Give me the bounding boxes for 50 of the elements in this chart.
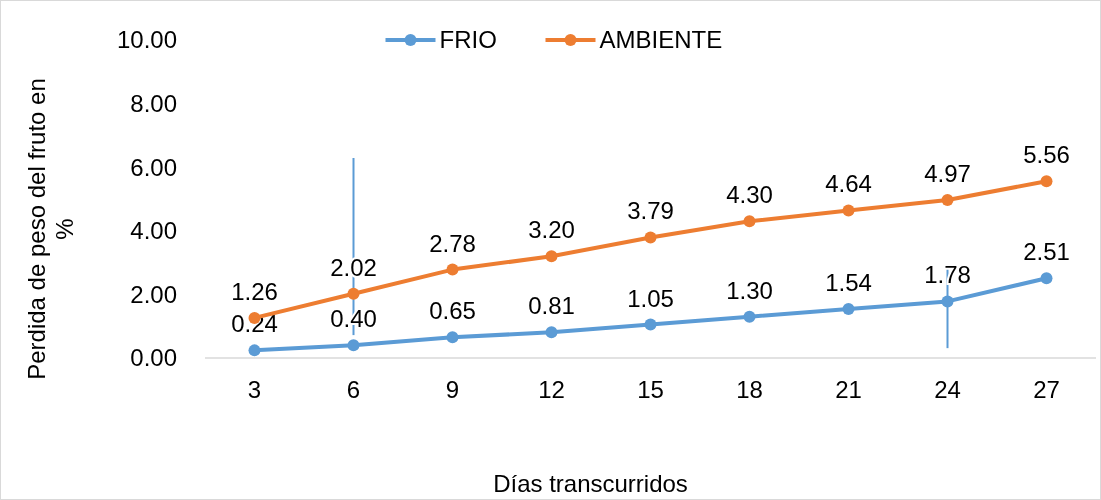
x-tick-label: 15 xyxy=(637,376,664,403)
x-tick-label: 12 xyxy=(538,376,565,403)
point xyxy=(842,204,855,217)
point xyxy=(941,295,954,308)
point xyxy=(545,326,558,339)
data-label: 4.30 xyxy=(726,181,773,209)
point xyxy=(842,303,855,316)
y-tick-label: 0.00 xyxy=(130,344,177,372)
point xyxy=(248,344,261,357)
y-tick-label: 10.00 xyxy=(116,26,177,54)
data-label: 1.30 xyxy=(726,276,773,304)
x-tick-label: 27 xyxy=(1033,376,1060,403)
data-label: 1.26 xyxy=(231,277,278,305)
x-tick-label: 6 xyxy=(346,376,361,403)
data-label: 3.79 xyxy=(627,197,674,225)
data-label: 5.56 xyxy=(1023,141,1070,169)
data-label: 1.05 xyxy=(627,284,674,312)
point xyxy=(446,331,459,344)
y-tick-label: 6.00 xyxy=(130,153,177,181)
point xyxy=(347,339,360,352)
y-tick-label: 4.00 xyxy=(130,217,177,245)
point xyxy=(644,231,657,244)
data-label: 2.51 xyxy=(1023,238,1070,266)
x-tick-label: 18 xyxy=(736,376,763,403)
data-label: 4.64 xyxy=(825,170,872,198)
x-tick-label: 3 xyxy=(247,376,262,403)
point xyxy=(1040,175,1053,188)
point xyxy=(644,318,657,331)
y-tick-label: 8.00 xyxy=(130,90,177,117)
x-tick-label: 24 xyxy=(934,376,961,403)
y-axis-title: Perdida de peso del fruto en % xyxy=(23,78,78,380)
y-tick-label: 2.00 xyxy=(130,280,177,308)
x-axis-title: Días transcurridos xyxy=(493,470,688,497)
point xyxy=(743,310,756,323)
data-label: 1.54 xyxy=(825,269,872,297)
point xyxy=(1040,272,1053,285)
point xyxy=(941,193,954,206)
legend-label: FRIO xyxy=(439,26,497,54)
point xyxy=(347,287,360,300)
data-label: 0.65 xyxy=(429,297,476,325)
data-label: 0.81 xyxy=(528,292,575,320)
x-tick-label: 21 xyxy=(835,376,862,403)
x-tick-label: 9 xyxy=(445,376,460,403)
data-label: 4.97 xyxy=(924,159,971,187)
point xyxy=(545,250,558,263)
data-label: 3.20 xyxy=(528,216,575,244)
point xyxy=(743,215,756,228)
legend-label: AMBIENTE xyxy=(599,26,723,54)
data-label: 2.78 xyxy=(429,229,476,257)
point xyxy=(446,263,459,276)
